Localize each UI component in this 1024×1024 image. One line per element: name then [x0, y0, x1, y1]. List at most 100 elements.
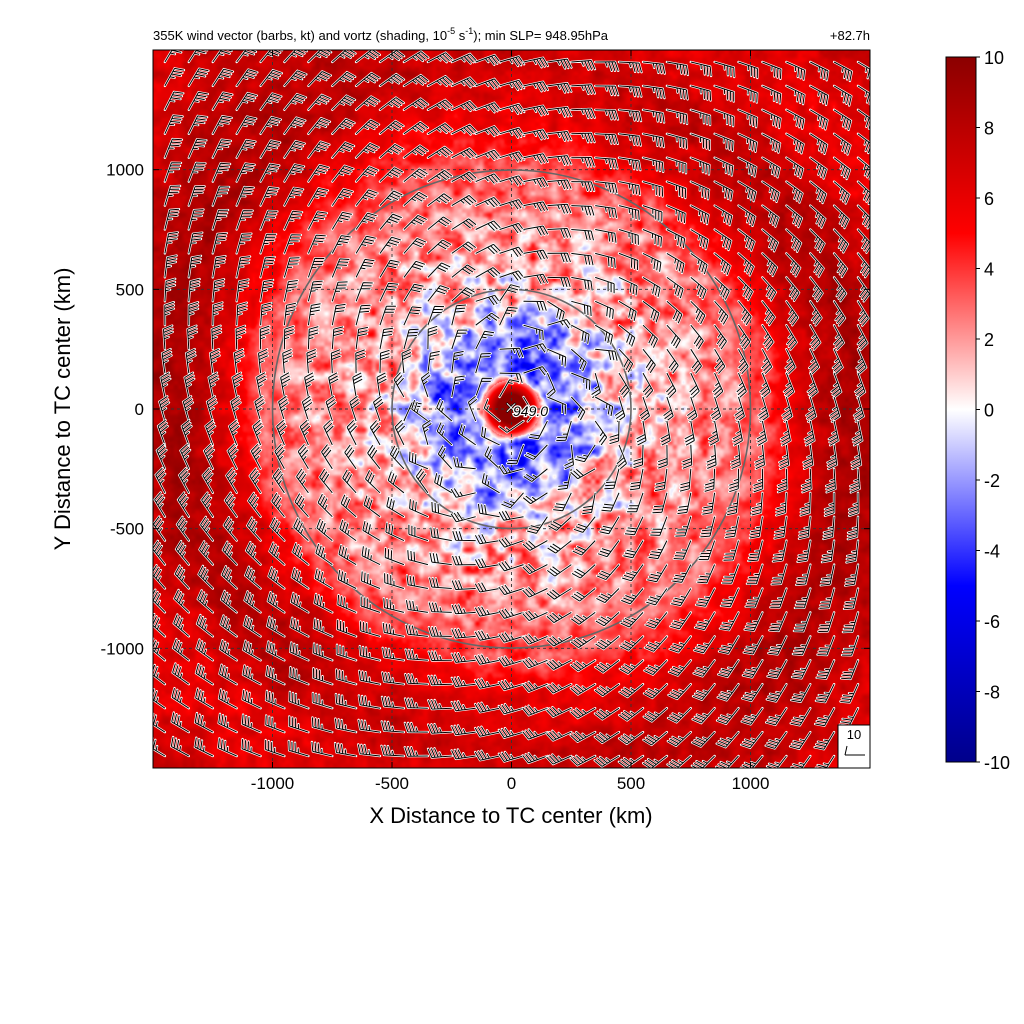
wind-barb-391	[185, 348, 196, 374]
wind-barb-229	[618, 229, 639, 245]
wind-barb-18	[595, 61, 619, 71]
min-slp-label: 949.0	[513, 403, 548, 419]
wind-barb-118	[833, 133, 851, 155]
wind-barb-208	[833, 205, 850, 229]
colorbar-tick-label-3: 4	[984, 260, 994, 280]
wind-barb-870	[153, 738, 166, 757]
wind-barb-211	[188, 209, 204, 230]
wind-barb-141	[666, 157, 687, 174]
wind-barb-423	[232, 372, 243, 398]
wind-barb-621	[648, 540, 668, 560]
wind-barb-94	[260, 116, 281, 135]
wind-barb-401	[427, 350, 440, 374]
wind-barb-155	[283, 164, 305, 182]
wind-barb-335	[283, 302, 297, 326]
wind-barb-516	[297, 444, 309, 470]
wind-barb-575	[271, 492, 285, 518]
wind-barb-90	[164, 115, 183, 135]
wind-barb-207	[809, 205, 826, 228]
wind-barb-733	[451, 628, 476, 639]
wind-barb-858	[570, 731, 596, 743]
wind-barb-520	[389, 445, 405, 470]
wind-barb-466	[528, 420, 548, 440]
y-axis-label: Y Distance to TC center (km)	[50, 268, 75, 551]
wind-barb-230	[642, 229, 662, 247]
x-tick-label-0: -1000	[251, 774, 294, 793]
wind-barb-200	[642, 205, 663, 222]
wind-barb-623	[698, 540, 716, 561]
wind-barb-886	[522, 752, 548, 764]
wind-barb-718	[818, 612, 835, 632]
wind-barb-615	[498, 537, 524, 548]
wind-barb-390	[161, 348, 172, 374]
wind-barb-343	[475, 312, 500, 326]
wind-barb-625	[748, 540, 763, 562]
wind-barb-264	[738, 253, 754, 276]
wind-barb-531	[654, 468, 668, 492]
wind-barb-270	[164, 255, 177, 278]
wind-barb-498	[575, 444, 596, 463]
wind-barb-534	[729, 468, 739, 493]
wind-barb-349	[618, 324, 636, 347]
wind-barb-887	[546, 754, 572, 765]
wind-barb-327	[809, 301, 822, 326]
wind-barb-574	[247, 492, 261, 518]
wind-barb-620	[623, 540, 644, 559]
wind-barb-427	[328, 372, 339, 398]
wind-barb-547	[319, 468, 333, 494]
wind-barb-310	[403, 283, 424, 302]
wind-barb-756	[289, 642, 309, 661]
wind-barb-372	[451, 329, 468, 350]
wind-barb-642	[429, 552, 452, 566]
wind-barb-533	[704, 468, 716, 492]
wind-barb-262	[690, 252, 708, 275]
wind-barb-344	[499, 306, 518, 326]
wind-barb-597	[798, 516, 811, 540]
wind-barb-840	[153, 713, 166, 733]
wind-barb-577	[317, 493, 333, 518]
wind-barb-663	[221, 566, 238, 589]
wind-barb-778	[816, 660, 835, 680]
wind-barb-389	[856, 348, 867, 375]
wind-barb-478	[828, 420, 839, 446]
wind-barb-772	[668, 659, 692, 676]
wind-barb-817	[312, 692, 333, 709]
wind-barb-0	[164, 50, 183, 63]
wind-barb-537	[801, 468, 812, 493]
wind-barb-535	[753, 468, 764, 493]
wind-barb-12	[451, 53, 477, 64]
wind-barb-260	[642, 252, 662, 272]
wind-barb-440	[639, 396, 650, 423]
wind-barb-723	[220, 615, 237, 637]
wind-barb-278	[355, 258, 375, 278]
wind-barb-336	[307, 303, 321, 326]
wind-barb-564	[726, 492, 739, 516]
wind-barb-122	[212, 139, 231, 158]
wind-barb-644	[474, 558, 500, 569]
wind-barb-517	[321, 444, 333, 470]
wind-barb-806	[766, 683, 787, 702]
wind-barb-4	[260, 50, 283, 63]
wind-barb-606	[293, 518, 309, 541]
wind-barb-66	[308, 94, 331, 111]
wind-barb-179	[857, 181, 870, 205]
colorbar-tick-label-6: -2	[984, 471, 1000, 491]
wind-barb-433	[475, 377, 492, 398]
wind-barb-786	[289, 667, 309, 685]
wind-barb-248	[355, 235, 376, 254]
wind-barb-28	[833, 61, 853, 82]
wind-barb-492	[436, 422, 453, 446]
wind-barb-324	[738, 300, 752, 326]
wind-barb-648	[571, 564, 596, 579]
y-axis: -1000 -500 0 500 1000	[101, 161, 870, 658]
wind-barb-398	[355, 349, 365, 374]
wind-barb-92	[212, 115, 232, 135]
wind-barb-898	[815, 755, 835, 768]
wind-barb-160	[403, 168, 428, 182]
wind-barb-373	[475, 330, 495, 350]
wind-barb-314	[499, 284, 520, 302]
x-tick-label-4: 1000	[732, 774, 770, 793]
wind-barb-751	[172, 638, 190, 661]
wind-barb-242	[212, 232, 227, 254]
wind-barb-653	[697, 564, 716, 584]
